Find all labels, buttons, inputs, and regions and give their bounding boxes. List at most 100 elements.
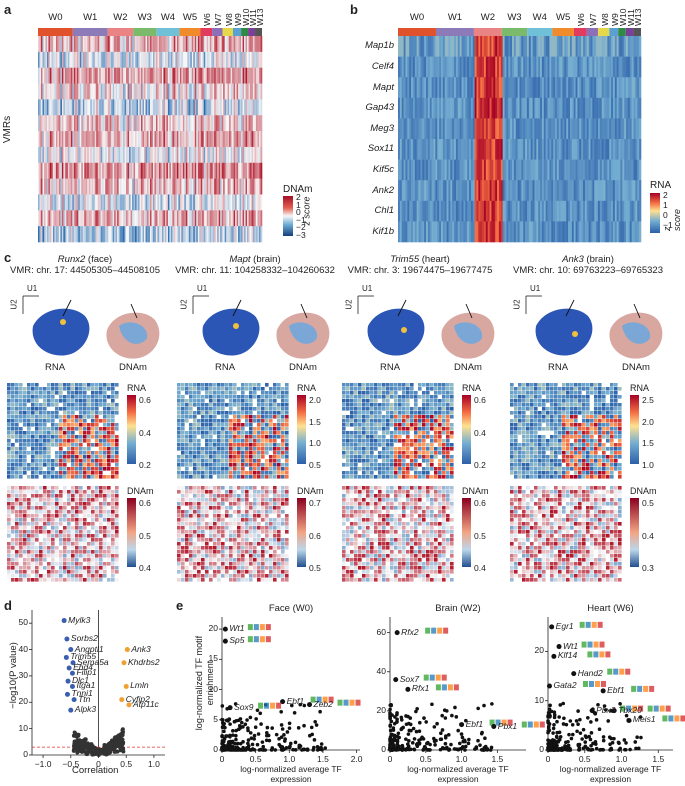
heat-cell [105,131,107,148]
heat-cell [624,159,627,181]
spatial-pixel [103,486,107,490]
spatial-pixel [31,498,35,502]
heat-cell [172,146,175,164]
spatial-pixel [7,475,11,479]
heat-cell [45,178,48,195]
heat-cell [66,99,69,116]
heat-cell [167,67,170,84]
spatial-pixel [201,395,205,399]
spatial-pixel [115,403,119,407]
heat-cell [401,77,404,99]
spatial-pixel [55,506,59,510]
heat-cell [78,67,81,84]
heat-cell [528,139,532,160]
heat-cell [603,97,606,119]
spatial-pixel [205,395,209,399]
heat-cell [412,77,416,99]
spatial-pixel [35,550,39,554]
heat-cell [624,97,627,119]
heat-cell [157,115,160,132]
heat-cell [414,118,417,140]
heat-cell [126,51,128,68]
spatial-pixel [11,510,15,514]
spatial-pixel [71,451,75,455]
heat-cell [549,180,552,202]
heat-cell [57,115,60,132]
spatial-pixel [177,411,181,415]
heat-cell [444,159,447,181]
heat-cell [435,180,438,202]
heat-cell [493,159,496,181]
heat-cell [536,200,539,222]
heat-cell [416,77,419,99]
spatial-pixel [87,387,91,391]
heat-cell [260,210,263,227]
heat-cell [91,210,94,227]
heat-cell [63,115,66,132]
heat-cell [166,36,169,53]
heat-cell [476,97,479,119]
heat-cell [51,162,54,179]
heat-cell [596,139,599,160]
heat-cell [506,118,509,140]
heat-cell [96,226,99,243]
spatial-pixel [107,459,111,463]
heat-cell [54,146,57,164]
spatial-pixel [245,431,249,435]
heat-cell [87,131,90,148]
heat-cell [489,77,492,99]
spatial-pixel [265,407,269,411]
spatial-pixel [205,387,209,391]
spatial-pixel [237,443,241,447]
heat-cell [614,139,617,160]
heat-cell [163,115,166,132]
spatial-pixel [177,383,181,387]
spatial-pixel [79,550,83,554]
heat-cell [571,221,575,243]
spatial-pixel [83,530,87,534]
heat-cell [607,139,610,160]
heat-cell [440,56,444,78]
heat-cell [84,146,87,164]
heat-cell [588,139,591,160]
heat-cell [141,83,143,100]
heat-cell [467,139,470,160]
spatial-pixel [261,399,265,403]
group-bar-W9 [609,28,619,36]
heat-cell [405,200,408,222]
heat-cell [151,115,154,132]
heat-cell [614,200,617,222]
heat-cell [487,56,490,78]
heat-cell [418,221,421,243]
spatial-pixel [79,510,83,514]
heat-cell [616,56,619,78]
spatial-pixel [67,558,71,562]
spatial-pixel [201,427,205,431]
spatial-pixel [221,419,225,423]
group-bar-W3 [501,28,528,36]
heat-cell [405,221,408,243]
spatial-pixel [87,574,91,578]
spatial-pixel [23,510,27,514]
spatial-pixel [281,431,285,435]
spatial-pixel [103,403,107,407]
heat-cell [108,99,110,116]
heat-cell [148,51,151,68]
heat-cell [87,226,90,243]
heat-cell [121,36,124,53]
spatial-pixel [193,403,197,407]
spatial-pixel [31,399,35,403]
spatial-pixel [265,383,269,387]
heat-cell [435,200,438,222]
heat-cell [84,36,87,53]
heat-cell [170,178,173,195]
heat-cell [88,83,91,100]
heat-cell [48,99,51,116]
spatial-pixel [7,411,11,415]
heat-cell [612,180,616,202]
heat-cell [39,226,42,243]
spatial-pixel [63,514,67,518]
heat-cell [60,51,63,68]
heat-cell [160,210,163,227]
heat-cell [102,226,105,243]
